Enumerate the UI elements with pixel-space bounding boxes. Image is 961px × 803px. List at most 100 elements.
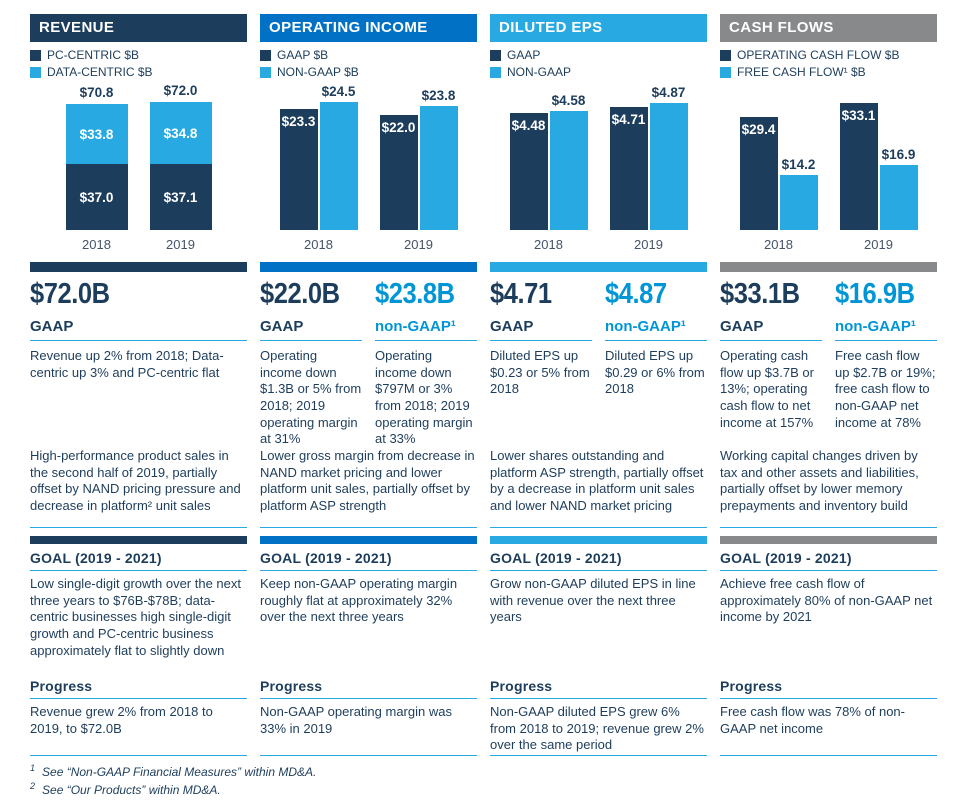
- x-tick-label: 2019: [404, 237, 433, 252]
- bar-chart-operating-income: $23.3 $24.5 2018 $22.0 $23.8 2019: [260, 82, 477, 252]
- metric: $4.71 GAAP Diluted EPS up $0.23 or 5% from…: [490, 278, 592, 444]
- bar-chart-cash-flows: $29.4 $14.2 2018 $33.1 $16.9 2019: [720, 82, 937, 252]
- goal-title: GOAL (2019 - 2021): [490, 550, 707, 571]
- explanation-text: Lower shares outstanding and platform AS…: [490, 448, 707, 528]
- bar: $4.58: [549, 93, 588, 230]
- chart-legend: PC-CENTRIC $B DATA-CENTRIC $B: [30, 48, 247, 82]
- legend-swatch: [260, 66, 271, 78]
- metric-description: Free cash flow up $2.7B or 19%; free cas…: [835, 348, 936, 430]
- bar: $24.5: [319, 84, 358, 230]
- bar-rect: [649, 103, 688, 230]
- metric: $72.0B GAAP Revenue up 2% from 2018; Data-…: [30, 278, 247, 381]
- bar-group: $4.71 $4.87 2019: [609, 85, 688, 252]
- metric-label: non-GAAP¹: [835, 318, 937, 341]
- metric-value: $23.8B: [375, 278, 455, 310]
- bar: $29.4: [739, 117, 778, 230]
- goal-accent-bar: [490, 536, 707, 544]
- bar-rect: $33.1: [839, 103, 878, 230]
- legend-swatch: [30, 66, 41, 78]
- bar: $23.3: [279, 109, 318, 230]
- goal-text: Low single-digit growth over the next th…: [30, 576, 242, 658]
- metrics: $22.0B GAAP Operating income down $1.3B or…: [260, 278, 477, 446]
- bars: $22.0 $23.8: [379, 88, 458, 230]
- bar-value-label: $24.5: [321, 84, 356, 99]
- goal-text: Achieve free cash flow of approximately …: [720, 576, 933, 625]
- bar-rect: $4.48: [509, 113, 548, 230]
- metric-value: $22.0B: [260, 278, 340, 310]
- x-tick-label: 2018: [764, 237, 793, 252]
- legend-label: NON-GAAP: [507, 65, 572, 79]
- bar: $4.48: [509, 113, 548, 230]
- metric-description: Diluted EPS up $0.29 or 6% from 2018: [605, 348, 705, 397]
- legend-swatch: [30, 49, 41, 61]
- legend-label: OPERATING CASH FLOW $B: [737, 48, 900, 62]
- metric: $23.8B non-GAAP¹ Operating income down $79…: [375, 278, 477, 448]
- stacked-bar: $70.8 $33.8 $37.0: [65, 85, 128, 230]
- legend-label: FREE CASH FLOW¹ $B: [737, 65, 866, 79]
- goal-accent-bar: [260, 536, 477, 544]
- bars: $72.0 $34.8 $37.1: [149, 83, 212, 230]
- bar-value-label: $4.58: [551, 93, 586, 108]
- metric-description: Diluted EPS up $0.23 or 5% from 2018: [490, 348, 590, 397]
- footnotes: 1 See “Non-GAAP Financial Measures” withi…: [30, 762, 937, 798]
- legend-swatch: [490, 49, 501, 61]
- metric-label: GAAP: [260, 318, 362, 341]
- explanation-text: Working capital changes driven by tax an…: [720, 448, 937, 528]
- divider-bar: [30, 262, 247, 272]
- columns-grid: REVENUE PC-CENTRIC $B DATA-CENTRIC $B $70…: [30, 14, 937, 756]
- bar-value-label: $4.71: [611, 112, 646, 127]
- divider-bar: [720, 262, 937, 272]
- metric: $4.87 non-GAAP¹ Diluted EPS up $0.29 or 6%…: [605, 278, 707, 444]
- legend-item: FREE CASH FLOW¹ $B: [720, 65, 937, 79]
- bar: $22.0: [379, 115, 418, 230]
- chart-legend: GAAP $B NON-GAAP $B: [260, 48, 477, 82]
- x-tick-label: 2018: [82, 237, 111, 252]
- divider-bar: [260, 262, 477, 272]
- panel-cash-flows: CASH FLOWS OPERATING CASH FLOW $B FREE CA…: [720, 14, 937, 756]
- metrics: $4.71 GAAP Diluted EPS up $0.23 or 5% from…: [490, 278, 707, 444]
- bar-group: $22.0 $23.8 2019: [379, 88, 458, 252]
- bar-rect: [879, 165, 918, 230]
- bars: $4.71 $4.87: [609, 85, 688, 230]
- bar-segment: $34.8: [149, 102, 212, 164]
- bar-value-label: $37.0: [79, 189, 114, 205]
- bar-rect: [779, 175, 818, 230]
- x-tick-label: 2019: [166, 237, 195, 252]
- progress-text: Non-GAAP diluted EPS grew 6% from 2018 t…: [490, 704, 707, 756]
- footnote-text: See “Our Products” within MD&A.: [42, 783, 221, 798]
- bar-segment: $33.8: [65, 104, 128, 164]
- bar-rect: $4.71: [609, 107, 648, 230]
- bar-group: $70.8 $33.8 $37.0 2018: [65, 85, 128, 252]
- footnote-marker: 2: [30, 781, 36, 792]
- goal-title: GOAL (2019 - 2021): [260, 550, 477, 571]
- metrics: $72.0B GAAP Revenue up 2% from 2018; Data-…: [30, 278, 247, 444]
- x-tick-label: 2018: [534, 237, 563, 252]
- footnote: 2 See “Our Products” within MD&A.: [30, 780, 937, 798]
- footnote-marker: 1: [30, 763, 36, 773]
- bars: $23.3 $24.5: [279, 84, 358, 230]
- legend-swatch: [490, 66, 501, 78]
- x-tick-label: 2018: [304, 237, 333, 252]
- panel-header: DILUTED EPS: [490, 14, 707, 42]
- legend-item: NON-GAAP: [490, 65, 707, 79]
- goal-title: GOAL (2019 - 2021): [720, 550, 937, 571]
- panel-header: CASH FLOWS: [720, 14, 937, 42]
- bar-segment: $37.1: [149, 164, 212, 230]
- bar-rect: [319, 102, 358, 230]
- bar-value-label: $29.4: [741, 122, 776, 137]
- bar-value-label: $14.2: [781, 157, 816, 172]
- metric-description: Operating income down $1.3B or 5% from 2…: [260, 348, 362, 447]
- panel-diluted-eps: DILUTED EPS GAAP NON-GAAP $4.48 $4.58 2018 $…: [490, 14, 707, 756]
- bar-group: $29.4 $14.2 2018: [739, 117, 818, 252]
- progress-title: Progress: [260, 678, 477, 699]
- explanation-text: Lower gross margin from decrease in NAND…: [260, 448, 477, 528]
- bar-rect: $23.3: [279, 109, 318, 230]
- chart-legend: GAAP NON-GAAP: [490, 48, 707, 82]
- goal-text: Keep non-GAAP operating margin roughly f…: [260, 576, 458, 625]
- legend-label: NON-GAAP $B: [277, 65, 359, 79]
- bar-total-label: $70.8: [79, 85, 114, 100]
- goal-accent-bar: [720, 536, 937, 544]
- bar: $23.8: [419, 88, 458, 230]
- metric-value: $33.1B: [720, 278, 800, 310]
